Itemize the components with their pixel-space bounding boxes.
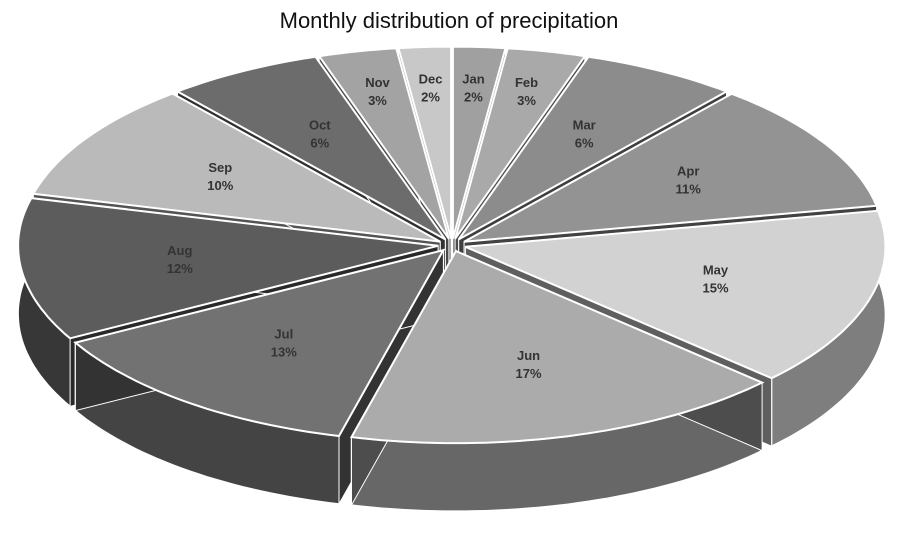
slice xyxy=(31,92,441,243)
slice-category: Apr xyxy=(677,164,699,179)
slice-value: 13% xyxy=(271,345,297,360)
slice xyxy=(457,55,729,241)
slice xyxy=(454,47,587,240)
slice-category: Aug xyxy=(167,243,192,258)
slice xyxy=(73,248,446,438)
slice-category: Jan xyxy=(462,72,484,87)
slice-category: Oct xyxy=(309,118,331,133)
slice-value: 3% xyxy=(517,93,536,108)
slice xyxy=(397,45,453,239)
slice xyxy=(451,45,507,239)
slice-value: 12% xyxy=(167,261,193,276)
chart-title: Monthly distribution of precipitation xyxy=(280,8,619,33)
slice xyxy=(465,209,887,380)
slice xyxy=(175,55,447,241)
slice-category: Mar xyxy=(573,118,596,133)
slice-value: 2% xyxy=(464,90,483,105)
slice xyxy=(17,197,439,340)
slice-value: 6% xyxy=(310,136,329,151)
slice-category: Dec xyxy=(419,72,443,87)
slice-value: 6% xyxy=(575,136,594,151)
slice-category: Jul xyxy=(274,327,293,342)
slice-category: Nov xyxy=(365,75,390,90)
slice-category: Jun xyxy=(517,348,540,363)
slice-value: 10% xyxy=(207,178,233,193)
slice-category: Sep xyxy=(208,160,232,175)
slice xyxy=(317,47,450,240)
slice-value: 3% xyxy=(368,93,387,108)
slice-category: Feb xyxy=(515,75,538,90)
slice xyxy=(349,249,765,445)
slice-value: 15% xyxy=(702,280,728,295)
slice xyxy=(463,92,879,243)
slice-category: May xyxy=(703,262,729,277)
slice-value: 17% xyxy=(516,366,542,381)
slice-value: 2% xyxy=(421,90,440,105)
slice-value: 11% xyxy=(676,182,702,197)
